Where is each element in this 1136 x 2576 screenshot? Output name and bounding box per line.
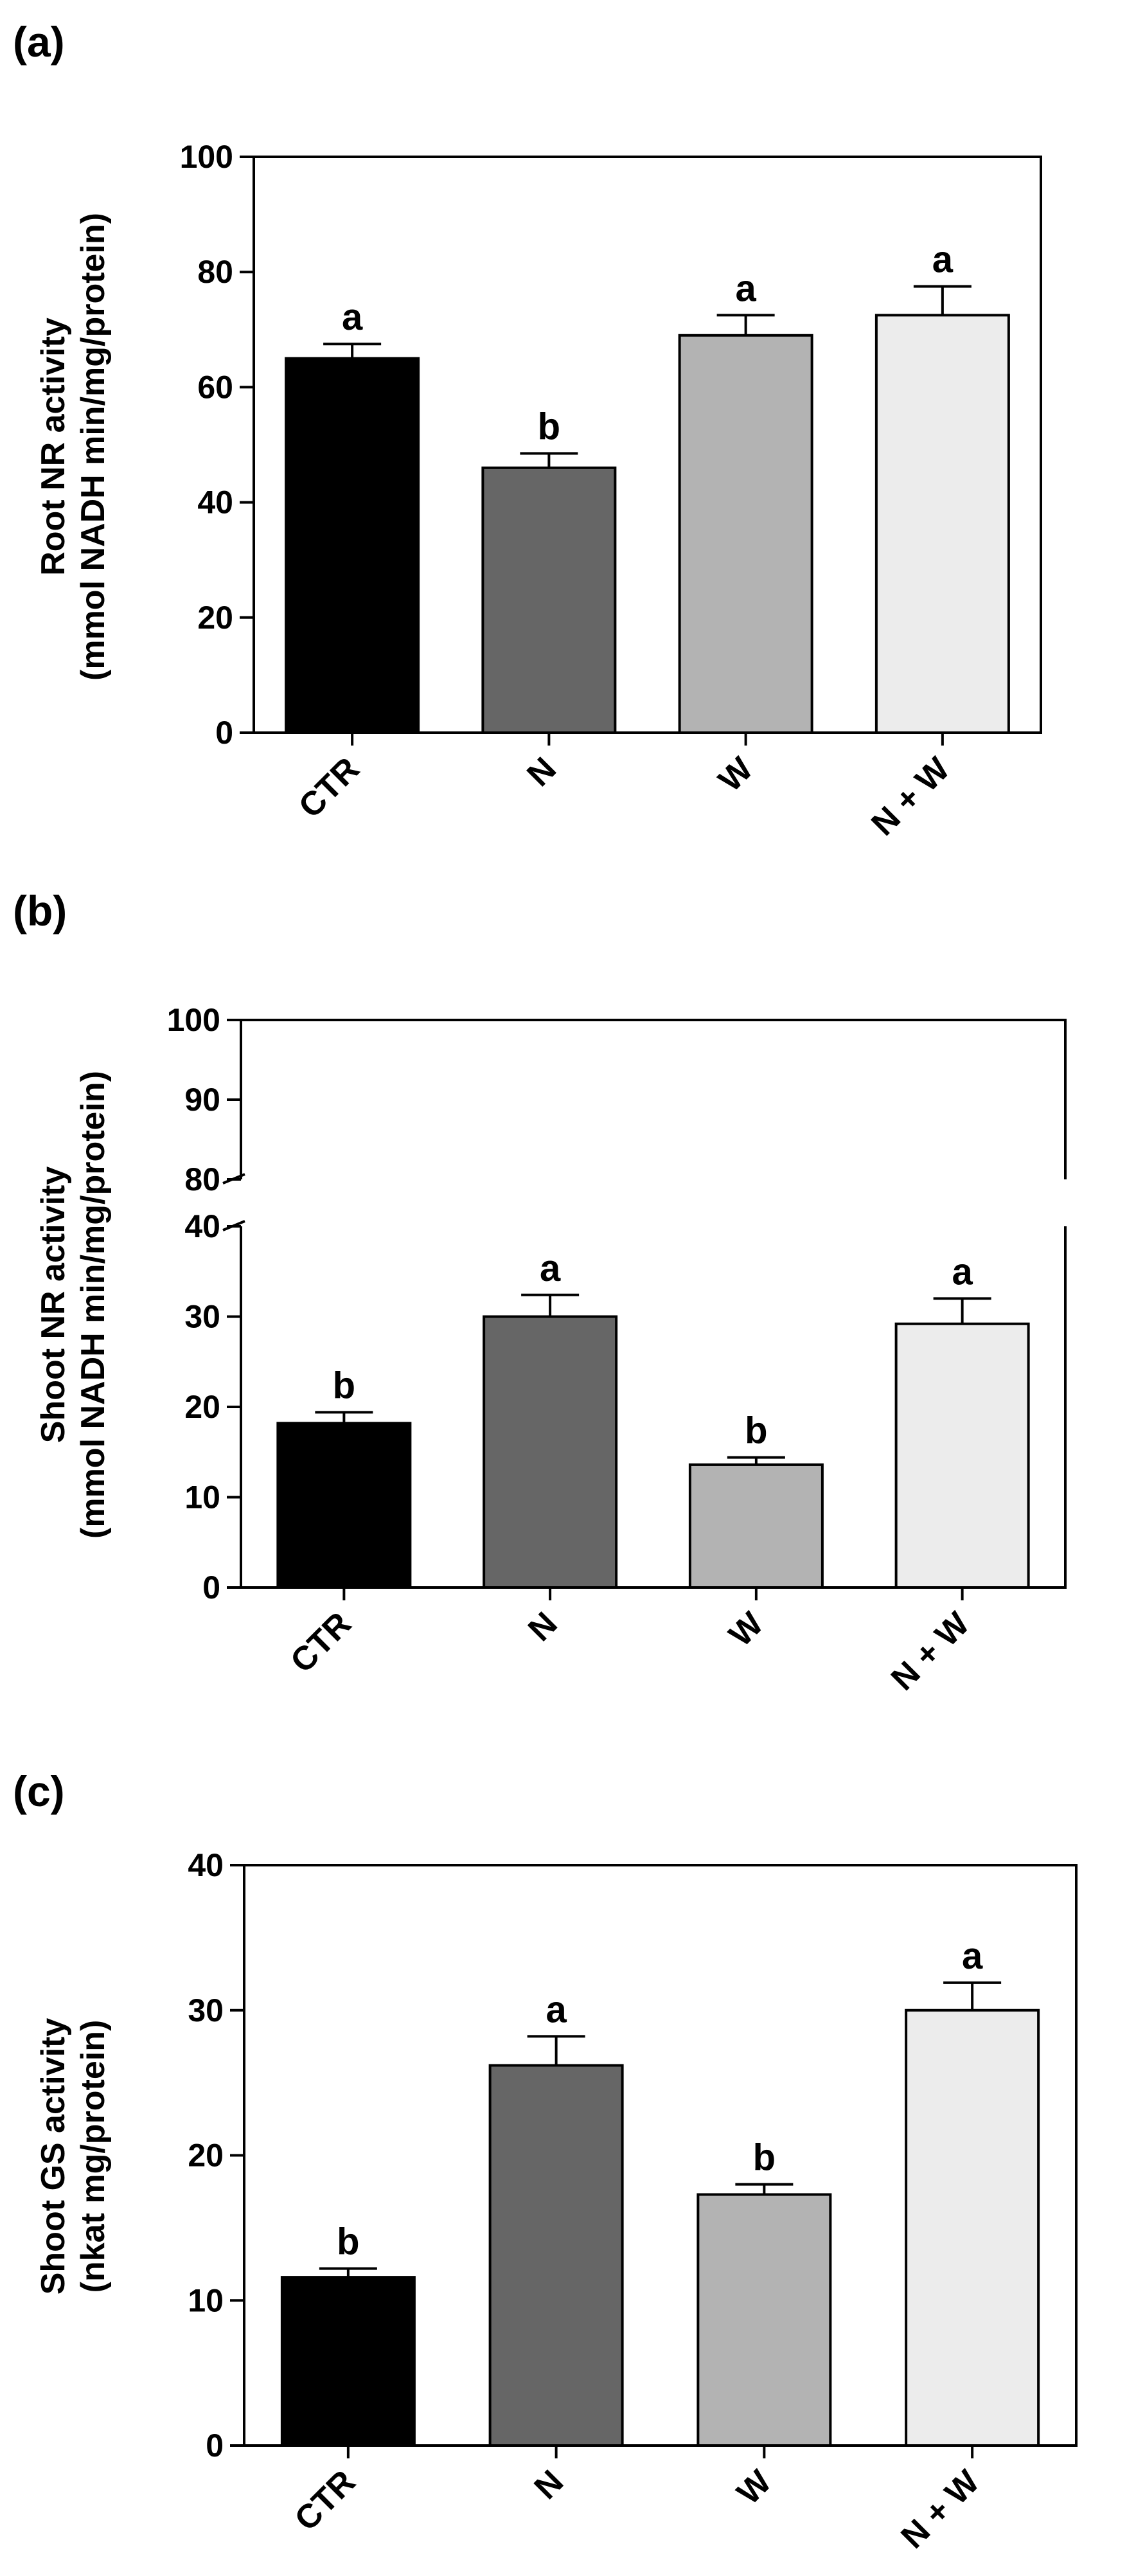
x-category-label: W — [711, 750, 760, 799]
x-category-label: N + W — [884, 1605, 977, 1698]
x-category-label: CTR — [292, 750, 367, 825]
y-axis-label-line1: Shoot NR activity — [35, 1167, 72, 1444]
y-tick-label: 80 — [184, 1161, 220, 1197]
bar-n — [481, 466, 617, 735]
x-category-label: W — [722, 1605, 771, 1654]
plot-frame — [253, 156, 1042, 734]
y-axis-label-line1: Shoot GS activity — [35, 2018, 72, 2295]
panel-c: (c) Shoot GS activity (nkat mg/protein) … — [13, 1767, 1078, 2556]
x-category-label: N — [520, 750, 564, 794]
bar-nw — [905, 2008, 1040, 2447]
bar-w — [688, 1463, 824, 1589]
panel-a: (a) Root NR activity (mmol NADH min/mg/p… — [13, 18, 1042, 843]
bar-w — [678, 334, 813, 734]
significance-letter: b — [753, 2137, 776, 2179]
y-tick-label: 60 — [197, 369, 233, 405]
significance-letter: a — [342, 296, 363, 338]
bar-ctr — [280, 2276, 416, 2447]
y-tick-label: 40 — [188, 1847, 224, 1883]
y-tick-label: 10 — [188, 2282, 224, 2318]
plot-frame-upper — [240, 1019, 1067, 1179]
significance-letter: a — [932, 239, 954, 281]
y-tick-label: 0 — [215, 715, 233, 751]
y-tick-label: 100 — [167, 1002, 220, 1038]
bar-n — [488, 2064, 624, 2447]
x-category-label: CTR — [288, 2463, 363, 2538]
x-category-label: N — [528, 2463, 571, 2507]
bar-w — [697, 2193, 832, 2447]
bar-nw — [874, 314, 1010, 734]
y-tick-label: 100 — [180, 139, 233, 175]
bar-ctr — [285, 357, 420, 734]
y-axis-label-line2: (mmol NADH min/mg/protein) — [75, 1071, 112, 1539]
y-tick-label: 30 — [188, 1992, 224, 2028]
panel-letter: (a) — [13, 18, 65, 66]
y-axis-label-line2: (mmol NADH min/mg/protein) — [75, 213, 112, 681]
panel-letter: (c) — [13, 1767, 65, 1815]
y-axis-label-line1: Root NR activity — [35, 318, 72, 576]
significance-letter: a — [546, 1989, 567, 2030]
significance-letter: b — [337, 2221, 359, 2263]
x-category-label: CTR — [283, 1605, 359, 1680]
x-category-label: N + W — [894, 2463, 987, 2556]
y-tick-label: 10 — [184, 1480, 220, 1516]
significance-letter: b — [333, 1364, 355, 1406]
significance-letter: b — [745, 1410, 767, 1452]
y-tick-label: 0 — [202, 1570, 220, 1606]
y-tick-label: 20 — [197, 600, 233, 636]
x-category-label: W — [730, 2463, 779, 2512]
y-tick-label: 40 — [184, 1208, 220, 1244]
significance-letter: a — [962, 1935, 983, 1977]
y-tick-label: 20 — [184, 1389, 220, 1425]
y-tick-label: 90 — [184, 1082, 220, 1118]
significance-letter: a — [952, 1251, 973, 1292]
significance-letter: b — [538, 406, 560, 447]
y-tick-label: 40 — [197, 485, 233, 521]
y-tick-label: 20 — [188, 2138, 224, 2174]
y-tick-label: 30 — [184, 1299, 220, 1335]
significance-letter: a — [540, 1248, 561, 1289]
bar-nw — [894, 1322, 1030, 1589]
y-axis-label-line2: (nkat mg/protein) — [75, 2020, 112, 2293]
bar-n — [483, 1315, 618, 1589]
x-category-label: N + W — [864, 750, 957, 843]
bar-ctr — [276, 1422, 412, 1589]
y-tick-label: 80 — [197, 254, 233, 290]
panel-b: (b) Shoot NR activity (mmol NADH min/mg/… — [13, 887, 1067, 1698]
y-tick-label: 0 — [206, 2428, 224, 2464]
x-category-label: N — [521, 1605, 565, 1649]
panel-letter: (b) — [13, 887, 67, 935]
significance-letter: a — [735, 267, 756, 309]
